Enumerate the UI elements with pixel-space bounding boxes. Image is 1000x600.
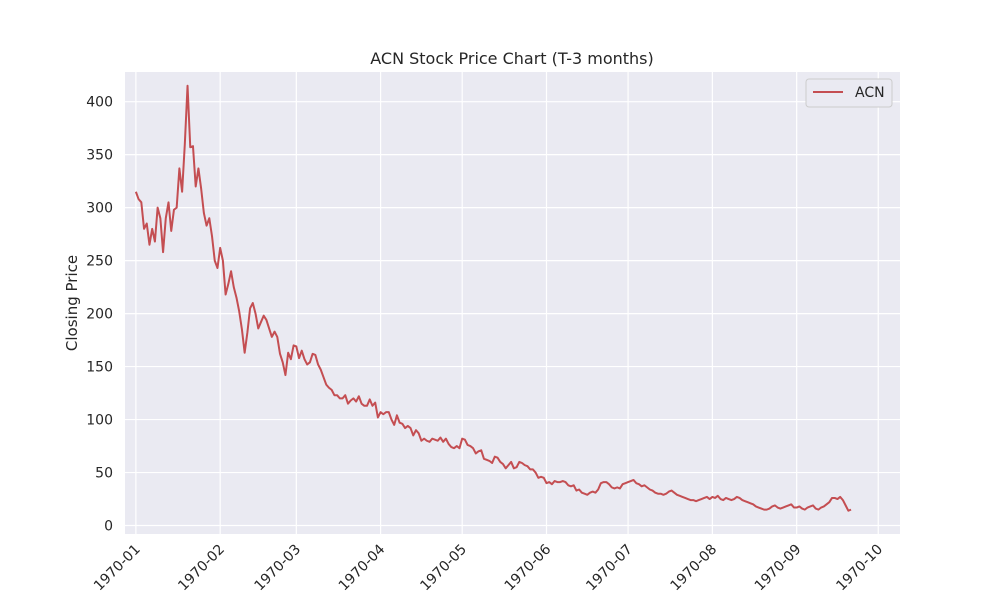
y-tick-label: 250 (86, 254, 113, 270)
x-tick-label: 1970-01 (91, 542, 144, 595)
y-tick-label: 0 (104, 519, 113, 535)
x-tick-label: 1970-04 (336, 541, 389, 594)
x-tick-labels: 1970-01 1970-02 1970-03 1970-04 1970-05 1970-… (91, 541, 886, 594)
y-tick-label: 150 (86, 360, 113, 376)
x-tick-label: 1970-10 (833, 542, 886, 595)
x-tick-label: 1970-05 (417, 542, 470, 595)
legend-box (805, 78, 893, 108)
legend: ACN (805, 78, 893, 108)
y-tick-label: 50 (95, 466, 113, 482)
y-axis-label: Closing Price (63, 255, 81, 351)
x-tick-label: 1970-06 (502, 541, 555, 594)
x-tick-label: 1970-08 (668, 542, 721, 595)
x-tick-label: 1970-03 (251, 542, 304, 595)
series-line-acn (134, 84, 852, 512)
y-tick-labels: 0 50 100 150 200 250 300 350 400 (86, 95, 113, 535)
y-tick-label: 200 (86, 307, 113, 323)
plot-area (125, 72, 900, 534)
x-tick-label: 1970-02 (175, 542, 228, 595)
x-tick-label: 1970-07 (583, 542, 636, 595)
y-grid (125, 101, 900, 527)
series-layer (134, 84, 852, 512)
y-tick-label: 400 (86, 95, 113, 111)
chart-title: ACN Stock Price Chart (T-3 months) (370, 49, 654, 68)
y-tick-label: 100 (86, 413, 113, 429)
legend-label: ACN (855, 85, 885, 101)
x-tick-label: 1970-09 (752, 542, 805, 595)
x-grid (135, 72, 879, 534)
y-tick-label: 350 (86, 148, 113, 164)
y-tick-label: 300 (86, 201, 113, 217)
